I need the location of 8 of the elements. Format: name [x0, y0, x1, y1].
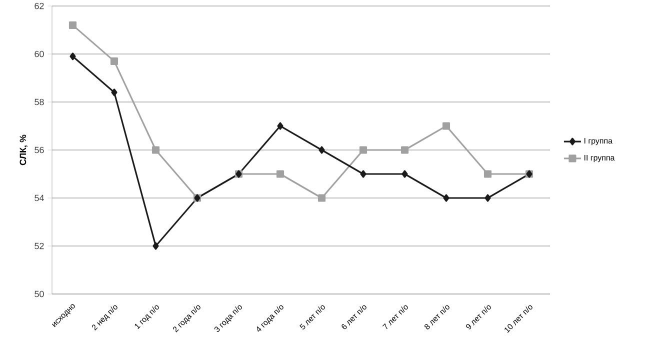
y-tick-label: 50	[34, 290, 44, 298]
y-tick-label: 62	[34, 2, 44, 10]
y-tick-label: 52	[34, 242, 44, 250]
y-tick-label: 54	[34, 194, 44, 202]
y-tick-label: 58	[34, 98, 44, 106]
y-tick-label: 60	[34, 50, 44, 58]
y-axis-title: СЛК, %	[20, 134, 28, 166]
y-tick-label: 56	[34, 146, 44, 154]
